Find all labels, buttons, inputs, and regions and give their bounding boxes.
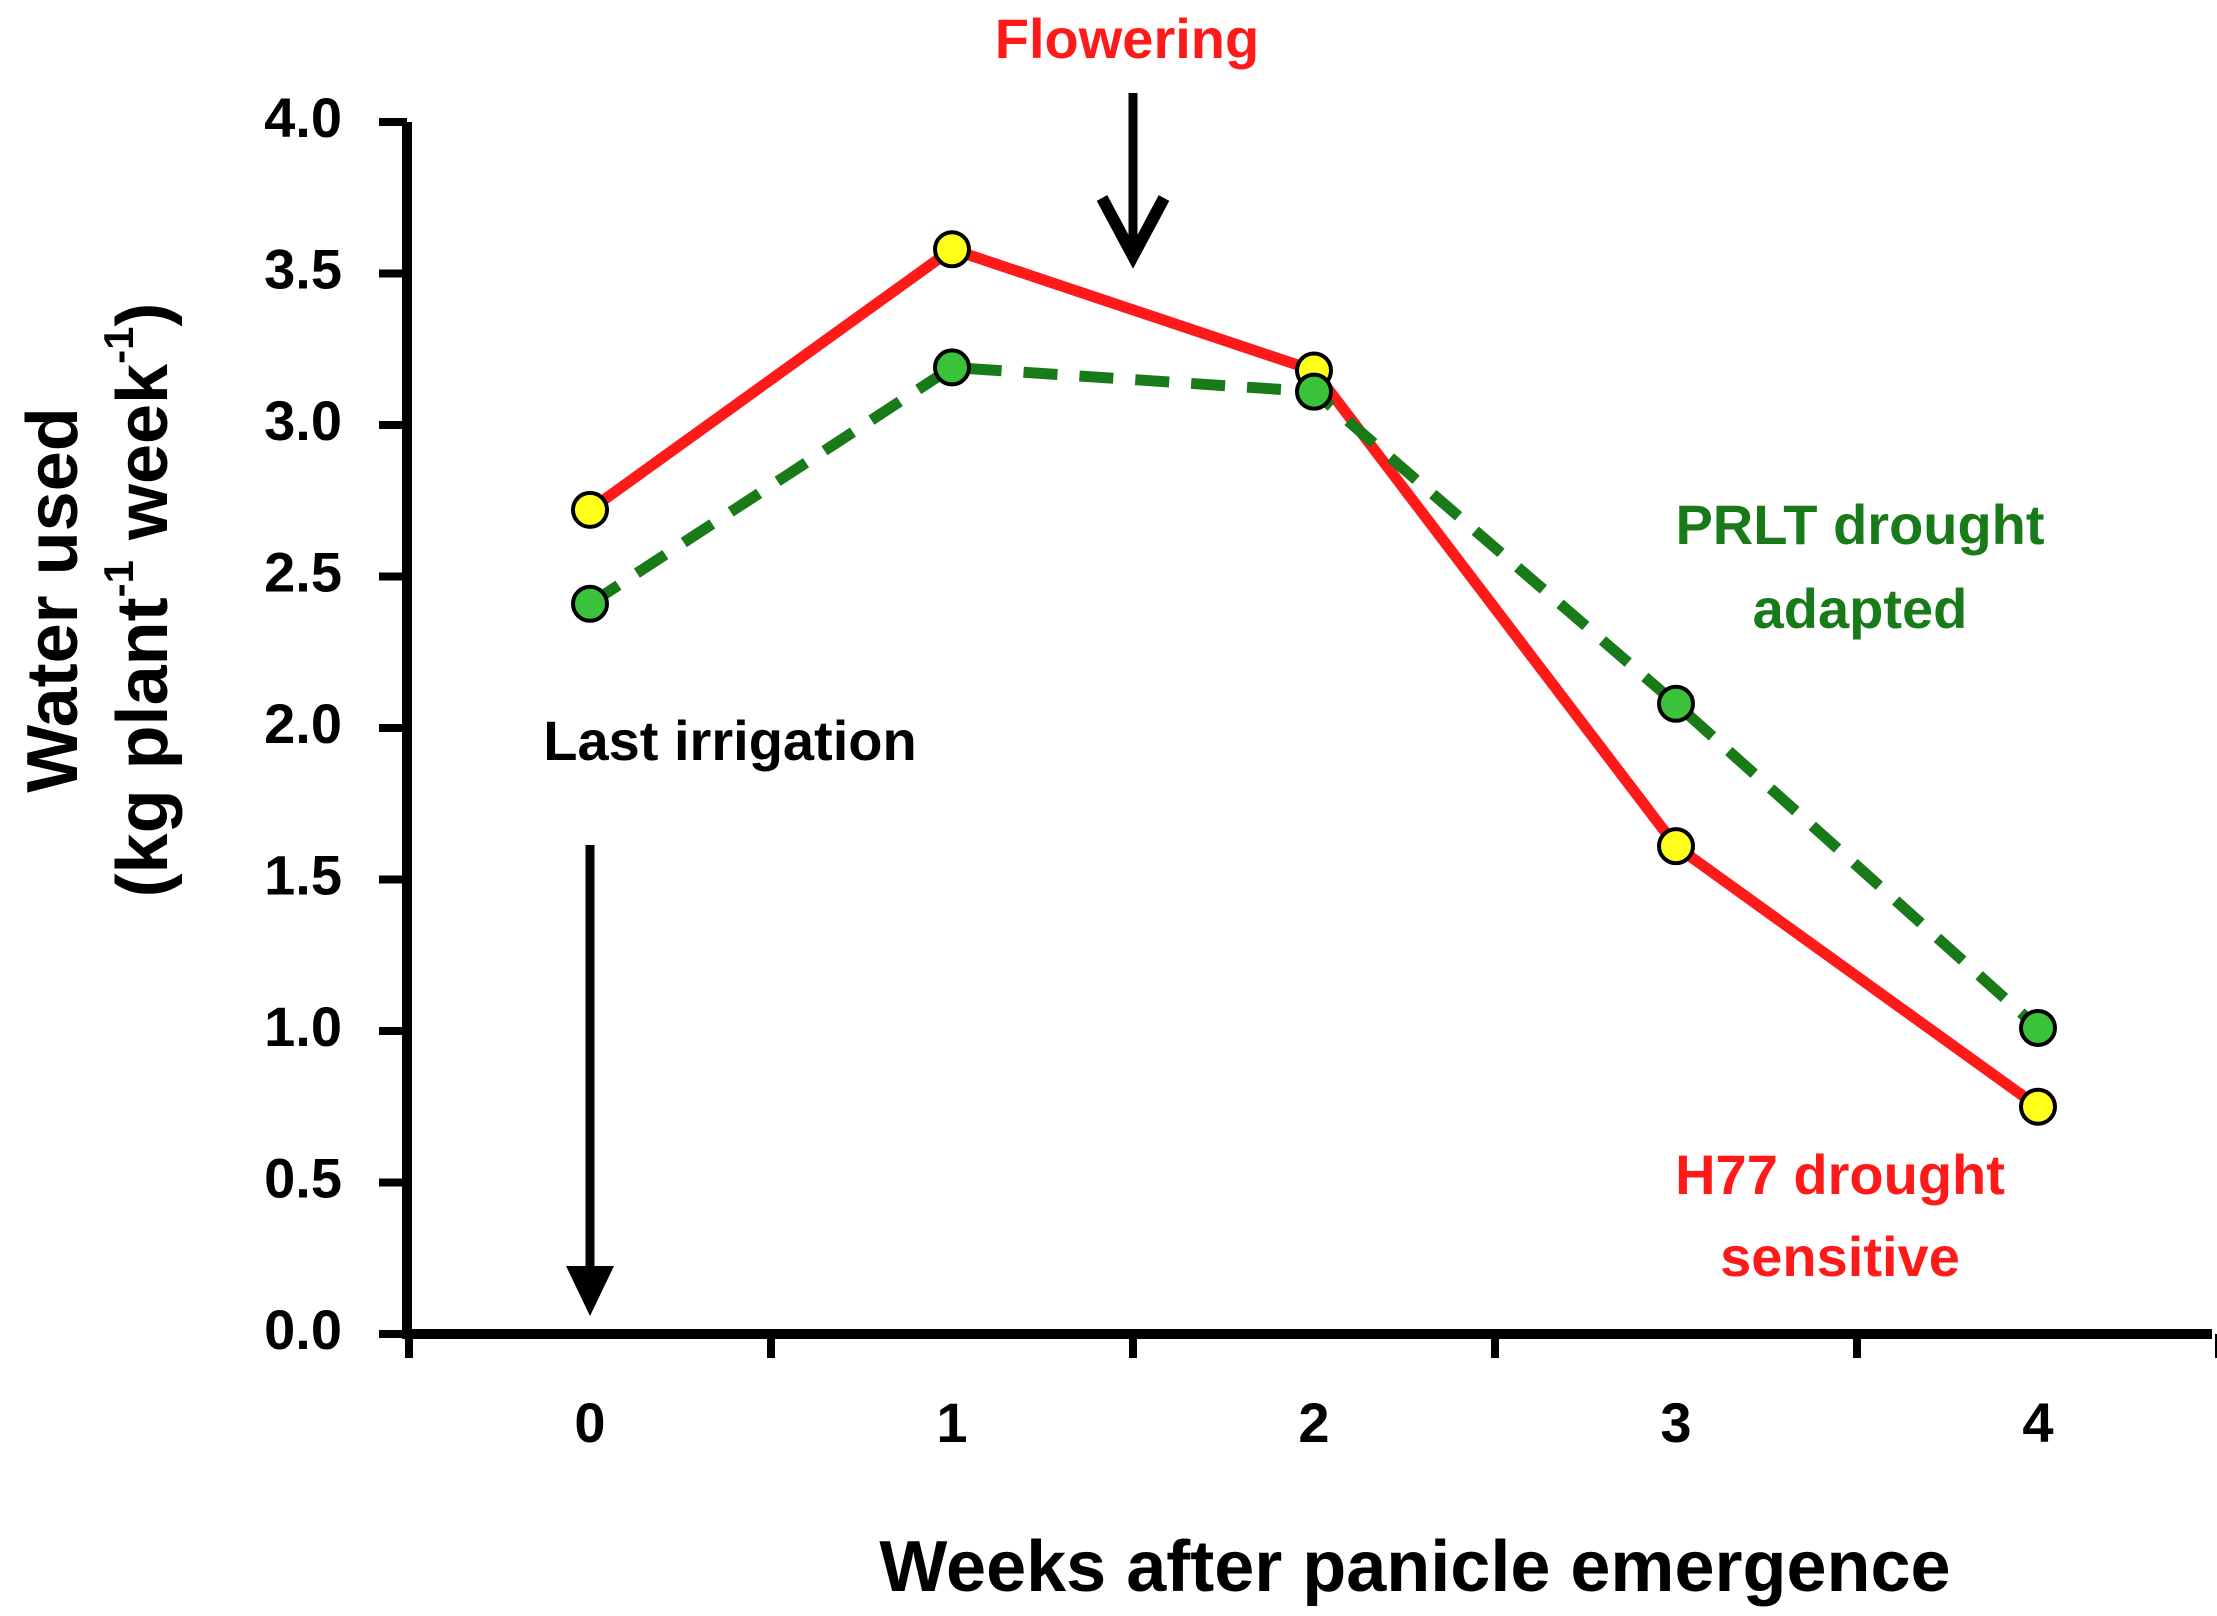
x-tick-label: 3: [1660, 1391, 1691, 1454]
x-tick-label: 0: [574, 1391, 605, 1454]
y-axis-ticks: 0.0 0.5 1.0 1.5 2.0 2.5 3.0 3.5 4.0: [264, 86, 407, 1361]
y-tick-label: 2.5: [264, 540, 342, 603]
y-tick-label: 3.0: [264, 389, 342, 452]
data-point-prlt: [1295, 372, 1333, 411]
y-axis-title-line2: (kg plant-1 week-1): [95, 303, 183, 898]
data-point-prlt: [571, 584, 609, 623]
y-unit-mid: week: [103, 363, 183, 560]
data-point-h77: [933, 230, 971, 269]
flowering-label: Flowering: [995, 7, 1259, 70]
data-point-prlt: [1657, 684, 1695, 723]
x-axis-ticks: 0 1 2 3 4: [405, 1334, 2217, 1454]
y-axis-title-line1: Water used: [13, 407, 93, 792]
y-axis-title: Water used (kg plant-1 week-1): [13, 303, 183, 898]
legend-h77-line2: sensitive: [1720, 1225, 1960, 1288]
data-point-h77: [571, 490, 609, 529]
y-tick-label: 0.0: [264, 1298, 342, 1361]
y-unit-prefix: (kg plant: [103, 597, 183, 897]
legend-prlt-line1: PRLT drought: [1675, 493, 2044, 556]
data-point-prlt: [933, 348, 971, 387]
y-tick-label: 0.5: [264, 1146, 342, 1209]
x-axis-title: Weeks after panicle emergence: [879, 1527, 1950, 1607]
legend-prlt-line2: adapted: [1753, 577, 1968, 640]
data-point-h77: [1657, 827, 1695, 866]
legend-prlt: PRLT drought adapted: [1675, 493, 2044, 640]
x-tick-label: 2: [1298, 1391, 1329, 1454]
series-line-prlt: [586, 361, 2042, 1033]
data-point-h77: [2019, 1087, 2057, 1126]
legend-h77: H77 drought sensitive: [1675, 1143, 2005, 1288]
y-tick-label: 3.5: [264, 237, 342, 300]
series-markers: [571, 230, 2057, 1126]
flowering-arrow-head: [1096, 195, 1170, 269]
x-tick-label: 1: [936, 1391, 967, 1454]
y-tick-label: 1.0: [264, 995, 342, 1058]
y-tick-label: 2.0: [264, 692, 342, 755]
y-tick-label: 1.5: [264, 843, 342, 906]
y-unit-sup2: -1: [95, 327, 142, 364]
y-unit-sup1: -1: [95, 560, 142, 597]
data-point-prlt: [2019, 1008, 2057, 1047]
y-unit-suffix: ): [103, 303, 183, 327]
legend-h77-line1: H77 drought: [1675, 1143, 2005, 1206]
last-irrigation-arrow-head: [566, 1266, 614, 1316]
last-irrigation-label: Last irrigation: [543, 709, 916, 772]
x-tick-label: 4: [2022, 1391, 2053, 1454]
y-tick-label: 4.0: [264, 86, 342, 149]
